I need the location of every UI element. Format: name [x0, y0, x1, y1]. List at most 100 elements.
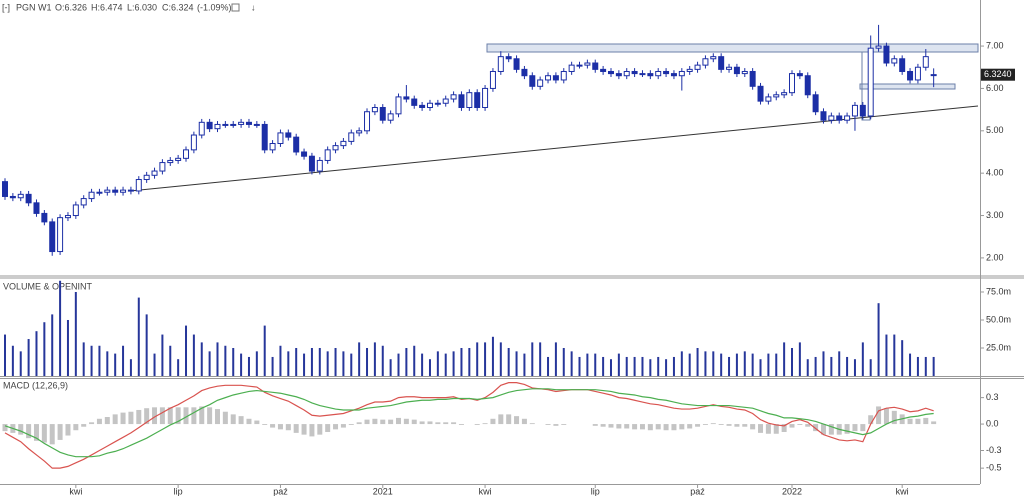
y-tick-label: 2.00: [986, 252, 1004, 262]
histogram-bar: [152, 407, 158, 425]
histogram-bar: [325, 424, 331, 432]
histogram-bar: [309, 424, 315, 437]
histogram-bar: [128, 411, 134, 425]
volume-bar: [428, 359, 431, 376]
candle-body: [804, 75, 811, 96]
histogram-bar: [49, 424, 55, 445]
histogram-bar: [411, 419, 417, 425]
volume-bar: [806, 359, 809, 376]
histogram-bar: [773, 424, 779, 434]
histogram-bar: [419, 421, 425, 425]
histogram-bar: [443, 422, 449, 425]
candle-body: [489, 70, 496, 89]
histogram-bar: [506, 414, 512, 425]
histogram-bar: [96, 418, 102, 425]
x-tick-label: lip: [174, 486, 183, 496]
volume-bar: [909, 353, 912, 376]
maximize-icon[interactable]: [231, 3, 240, 12]
candle-body: [851, 104, 858, 117]
histogram-bar: [915, 418, 921, 425]
histogram-bar: [679, 424, 685, 430]
volume-bar: [122, 345, 125, 376]
volume-bar: [405, 347, 408, 376]
y-tick-label: 7.00: [986, 40, 1004, 50]
volume-bar: [476, 342, 479, 376]
ohlc-open: O:6.326: [55, 2, 87, 12]
candle-body: [340, 140, 347, 147]
volume-bar: [137, 297, 140, 376]
histogram-bar: [301, 424, 307, 435]
candle-body: [607, 70, 614, 75]
volume-bar: [326, 351, 329, 376]
candle-body: [655, 70, 662, 77]
candle-body: [222, 123, 229, 126]
volume-bar: [491, 336, 494, 376]
volume-bar: [484, 342, 487, 376]
histogram-bar: [112, 414, 118, 425]
histogram-bar: [592, 424, 598, 426]
volume-bar: [98, 345, 101, 376]
candle-body: [789, 73, 795, 94]
histogram-bar: [270, 424, 276, 428]
volume-bar: [924, 356, 927, 376]
x-tick-label: kwi: [896, 486, 909, 496]
histogram-bar: [199, 406, 205, 425]
histogram-bar: [561, 424, 567, 425]
candle-body: [922, 56, 929, 68]
candle-body: [623, 70, 630, 77]
volume-bar: [129, 359, 132, 376]
volume-bar: [649, 359, 652, 376]
histogram-bar: [639, 424, 645, 430]
candle-body: [497, 56, 504, 72]
y-tick-label: 25.0m: [986, 342, 1011, 352]
histogram-bar: [57, 424, 63, 440]
collapse-icon[interactable]: [-]: [2, 2, 10, 12]
volume-bar: [43, 322, 46, 376]
volume-bar: [712, 351, 715, 376]
candle-body: [482, 87, 489, 108]
volume-bar: [413, 345, 416, 376]
volume-bar: [421, 353, 424, 376]
candle-body: [411, 98, 418, 106]
candle-body: [930, 74, 937, 77]
candle-body: [364, 111, 371, 132]
candle-body: [198, 121, 205, 136]
histogram-bar: [687, 424, 693, 429]
move-down-icon[interactable]: ↓: [251, 2, 256, 12]
candle-body: [891, 58, 898, 64]
y-tick-label: 5.00: [986, 125, 1004, 135]
candle-body: [458, 94, 465, 108]
histogram-bar: [868, 415, 874, 425]
volume-bar: [822, 351, 825, 376]
histogram-bar: [120, 412, 126, 425]
histogram-bar: [262, 424, 268, 425]
volume-bar: [366, 347, 369, 376]
histogram-bar: [403, 418, 409, 425]
volume-bar: [547, 356, 550, 376]
histogram-bar: [726, 424, 732, 426]
histogram-bar: [647, 424, 653, 431]
candle-body: [647, 73, 654, 77]
ohlc-high: H:6.474: [91, 2, 123, 12]
volume-bar: [665, 359, 668, 376]
volume-bar: [893, 334, 896, 376]
volume-bar: [783, 342, 786, 376]
volume-bar: [468, 347, 471, 376]
resistance-zone: [486, 43, 979, 53]
volume-bar: [869, 359, 872, 376]
interval: W1: [38, 2, 52, 12]
histogram-bar: [702, 424, 708, 425]
candle-body: [245, 121, 252, 125]
y-tick-label: 6.00: [986, 83, 1004, 93]
candle-body: [710, 56, 717, 60]
candle-body: [765, 96, 772, 102]
volume-bar: [19, 351, 22, 376]
volume-bar: [885, 334, 888, 376]
candle-body: [584, 62, 591, 66]
histogram-bar: [81, 424, 87, 427]
histogram-bar: [277, 424, 283, 430]
candle-body: [875, 45, 882, 49]
candle-body: [560, 70, 567, 81]
volume-bar: [59, 280, 62, 376]
